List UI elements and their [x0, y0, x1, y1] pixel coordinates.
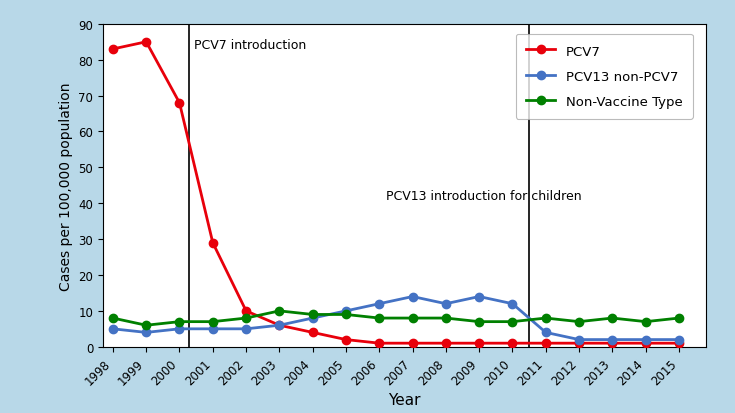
- X-axis label: Year: Year: [388, 392, 420, 408]
- Non-Vaccine Type: [608, 316, 617, 321]
- Legend: PCV7, PCV13 non-PCV7, Non-Vaccine Type: PCV7, PCV13 non-PCV7, Non-Vaccine Type: [515, 35, 693, 119]
- PCV7: [675, 341, 684, 346]
- PCV13 non-PCV7: [442, 301, 451, 306]
- Non-Vaccine Type: [542, 316, 551, 321]
- PCV7: [442, 341, 451, 346]
- Non-Vaccine Type: [275, 309, 284, 313]
- Non-Vaccine Type: [342, 312, 351, 317]
- PCV7: [475, 341, 484, 346]
- PCV7: [275, 323, 284, 328]
- PCV13 non-PCV7: [308, 316, 317, 321]
- PCV13 non-PCV7: [641, 337, 650, 342]
- PCV13 non-PCV7: [575, 337, 584, 342]
- Non-Vaccine Type: [408, 316, 417, 321]
- PCV7: [408, 341, 417, 346]
- PCV13 non-PCV7: [275, 323, 284, 328]
- Non-Vaccine Type: [175, 319, 184, 324]
- PCV7: [109, 47, 118, 52]
- PCV7: [641, 341, 650, 346]
- PCV7: [375, 341, 384, 346]
- PCV7: [209, 241, 218, 246]
- Y-axis label: Cases per 100,000 population: Cases per 100,000 population: [59, 82, 73, 290]
- PCV7: [508, 341, 517, 346]
- PCV13 non-PCV7: [109, 327, 118, 332]
- Non-Vaccine Type: [675, 316, 684, 321]
- Line: PCV13 non-PCV7: PCV13 non-PCV7: [109, 293, 683, 344]
- Non-Vaccine Type: [209, 319, 218, 324]
- PCV13 non-PCV7: [608, 337, 617, 342]
- Non-Vaccine Type: [308, 312, 317, 317]
- PCV13 non-PCV7: [242, 327, 251, 332]
- Text: PCV7 introduction: PCV7 introduction: [195, 39, 306, 52]
- PCV13 non-PCV7: [475, 294, 484, 299]
- Non-Vaccine Type: [109, 316, 118, 321]
- Text: PCV13 introduction for children: PCV13 introduction for children: [386, 190, 581, 202]
- PCV13 non-PCV7: [542, 330, 551, 335]
- Line: PCV7: PCV7: [109, 38, 683, 347]
- PCV7: [542, 341, 551, 346]
- PCV13 non-PCV7: [508, 301, 517, 306]
- PCV13 non-PCV7: [175, 327, 184, 332]
- Non-Vaccine Type: [641, 319, 650, 324]
- Non-Vaccine Type: [142, 323, 151, 328]
- PCV7: [242, 309, 251, 313]
- Non-Vaccine Type: [475, 319, 484, 324]
- PCV13 non-PCV7: [209, 327, 218, 332]
- PCV7: [608, 341, 617, 346]
- PCV7: [175, 101, 184, 106]
- PCV7: [342, 337, 351, 342]
- PCV13 non-PCV7: [375, 301, 384, 306]
- PCV7: [308, 330, 317, 335]
- PCV7: [575, 341, 584, 346]
- Non-Vaccine Type: [508, 319, 517, 324]
- Non-Vaccine Type: [242, 316, 251, 321]
- Non-Vaccine Type: [375, 316, 384, 321]
- Non-Vaccine Type: [442, 316, 451, 321]
- PCV13 non-PCV7: [342, 309, 351, 313]
- PCV13 non-PCV7: [675, 337, 684, 342]
- Non-Vaccine Type: [575, 319, 584, 324]
- PCV13 non-PCV7: [408, 294, 417, 299]
- PCV13 non-PCV7: [142, 330, 151, 335]
- Line: Non-Vaccine Type: Non-Vaccine Type: [109, 307, 683, 330]
- PCV7: [142, 40, 151, 45]
